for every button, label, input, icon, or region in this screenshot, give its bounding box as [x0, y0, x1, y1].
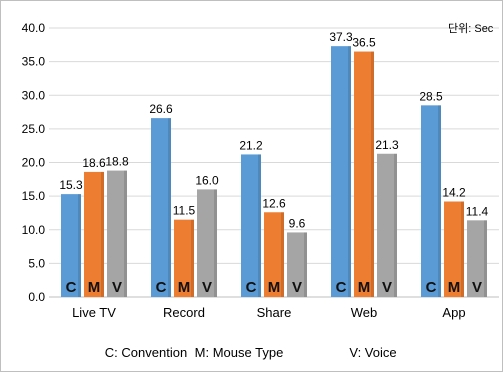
data-label: 11.5 — [173, 204, 196, 218]
legend-entry: V: Voice — [349, 345, 396, 360]
bar — [264, 212, 284, 297]
bar — [444, 201, 464, 297]
bar-series-letter: M — [358, 279, 371, 296]
y-tick-label: 0.0 — [28, 290, 45, 304]
bar — [84, 171, 104, 297]
data-label: 12.6 — [262, 196, 286, 210]
bar — [377, 153, 397, 297]
y-tick-label: 40.0 — [22, 21, 46, 35]
bar-shade — [304, 232, 307, 297]
bar-shade — [78, 194, 81, 297]
bar-shade — [258, 154, 261, 297]
bar-shade — [101, 171, 104, 297]
y-tick-label: 35.0 — [22, 55, 46, 69]
bar-shade — [168, 118, 171, 298]
bar — [61, 194, 81, 297]
x-tick-label: Web — [351, 305, 378, 320]
bar-series-letter: M — [268, 279, 281, 296]
data-label: 21.2 — [239, 138, 263, 152]
bar-series-letter: V — [112, 279, 122, 296]
data-label: 11.4 — [466, 204, 489, 218]
y-axis-ticks: 0.0 5.0 10.0 15.0 20.0 25.0 30.0 35.0 40.0 — [22, 21, 46, 304]
bar — [151, 118, 171, 298]
legend-entry: M: Mouse Type — [195, 345, 284, 360]
data-label: 18.6 — [82, 156, 106, 170]
bar-series-letter: V — [202, 279, 212, 296]
bar — [467, 220, 487, 297]
bar-series-letter: M — [88, 279, 101, 296]
data-label: 21.3 — [375, 138, 399, 152]
bar-series-letter: C — [336, 279, 347, 296]
y-tick-label: 15.0 — [22, 189, 46, 203]
bar-series-letter: C — [246, 279, 257, 296]
bar-series-letter: M — [178, 279, 191, 296]
x-axis-ticks: Live TV Record Share Web App — [72, 305, 465, 320]
y-tick-label: 25.0 — [22, 122, 46, 136]
data-label: 9.6 — [289, 216, 306, 230]
legend: C: Convention M: Mouse Type V: Voice — [105, 345, 397, 360]
bar-series-letter: V — [382, 279, 392, 296]
x-tick-label: Record — [163, 305, 205, 320]
bar-series-letter: C — [156, 279, 167, 296]
bars — [61, 46, 487, 298]
bar-shade — [348, 46, 351, 297]
bar-shade — [484, 220, 487, 297]
bar — [197, 189, 217, 297]
data-label: 37.3 — [329, 30, 353, 44]
data-label: 26.6 — [149, 102, 173, 116]
x-tick-label: Share — [257, 305, 292, 320]
y-tick-label: 5.0 — [28, 256, 45, 270]
bar — [174, 219, 194, 297]
bar-shade — [394, 153, 397, 297]
bar — [287, 232, 307, 297]
data-label: 16.0 — [195, 173, 219, 187]
bar-shade — [124, 170, 127, 297]
unit-note: 단위: Sec — [448, 22, 494, 35]
bar — [331, 46, 351, 297]
bar — [107, 170, 127, 297]
bar-shade — [191, 219, 194, 297]
x-tick-label: App — [442, 305, 465, 320]
y-tick-label: 20.0 — [22, 156, 46, 170]
bar-series-letter: C — [426, 279, 437, 296]
data-labels: C 15.3 M 18.6 V 18.8 C 26.6 M 11.5 V 16.0 C 21.2 M 12.6… — [59, 30, 488, 296]
bar-shade — [461, 201, 464, 297]
x-tick-label: Live TV — [72, 305, 116, 320]
data-label: 15.3 — [59, 178, 83, 192]
data-label: 36.5 — [352, 36, 376, 50]
bar-shade — [214, 189, 217, 297]
bar — [354, 51, 374, 297]
bar-series-letter: M — [448, 279, 461, 296]
bar-series-letter: V — [472, 279, 482, 296]
bar-series-letter: C — [66, 279, 77, 296]
data-label: 28.5 — [419, 89, 443, 103]
data-label: 18.8 — [105, 155, 129, 169]
bar-series-letter: V — [292, 279, 302, 296]
bar-shade — [371, 51, 374, 297]
bar-shade — [281, 212, 284, 297]
legend-entry: C: Convention — [105, 345, 187, 360]
bar-shade — [438, 105, 441, 298]
data-label: 14.2 — [442, 186, 466, 200]
bar — [421, 105, 441, 298]
y-tick-label: 30.0 — [22, 88, 46, 102]
y-tick-label: 10.0 — [22, 223, 46, 237]
bar — [241, 154, 261, 297]
